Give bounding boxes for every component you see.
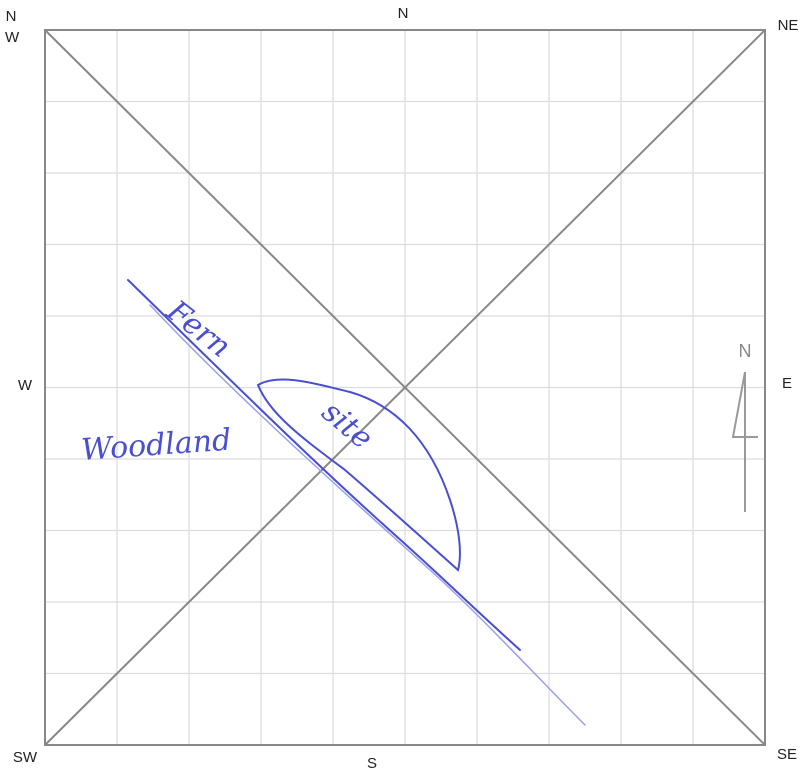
label-se: SE xyxy=(777,746,797,763)
label-nw: NW xyxy=(5,8,20,46)
annotation-site: site xyxy=(315,394,379,456)
compass-arrow xyxy=(731,371,758,512)
diagonal xyxy=(44,29,766,746)
label-sw: SW xyxy=(13,749,38,766)
annotation-woodland: Woodland xyxy=(80,423,232,468)
label-s: S xyxy=(367,755,377,771)
label-n: N xyxy=(398,5,409,22)
label-ne: NE xyxy=(778,17,799,34)
label-w: W xyxy=(18,377,33,394)
sketch xyxy=(127,279,586,726)
frame xyxy=(44,29,766,746)
grid xyxy=(45,30,765,745)
compass-label: N xyxy=(739,341,752,361)
label-e: E xyxy=(782,375,792,392)
